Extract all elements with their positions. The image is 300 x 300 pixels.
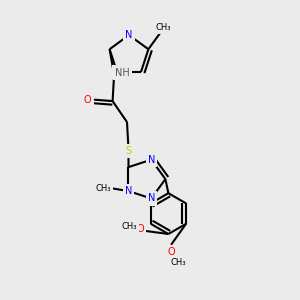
Text: N: N xyxy=(125,186,132,196)
Text: CH₃: CH₃ xyxy=(122,222,137,231)
Text: S: S xyxy=(114,67,120,77)
Text: N: N xyxy=(148,155,155,165)
Text: CH₃: CH₃ xyxy=(171,258,186,267)
Text: O: O xyxy=(137,224,144,234)
Text: O: O xyxy=(84,94,92,105)
Text: CH₃: CH₃ xyxy=(95,184,111,193)
Text: N: N xyxy=(148,194,155,203)
Text: CH₃: CH₃ xyxy=(155,23,171,32)
Text: N: N xyxy=(125,30,133,40)
Text: NH: NH xyxy=(115,68,130,78)
Text: O: O xyxy=(167,247,175,257)
Text: S: S xyxy=(125,146,132,156)
